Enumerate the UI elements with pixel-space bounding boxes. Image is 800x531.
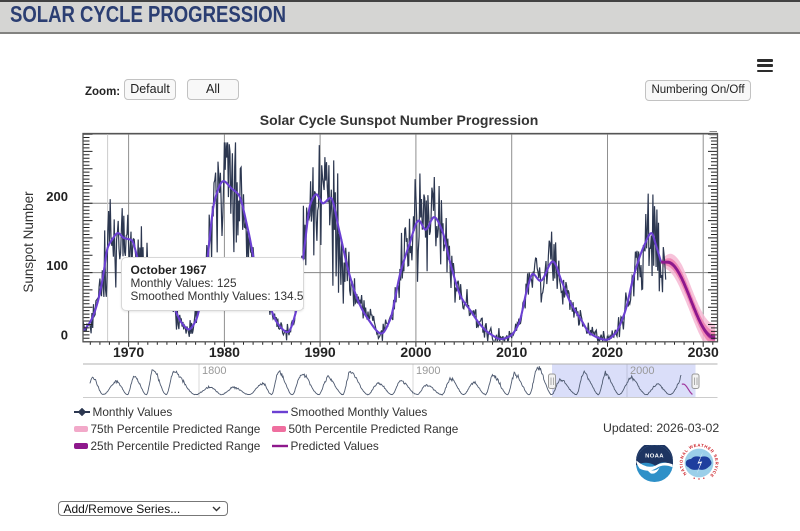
svg-text:2030: 2030 — [688, 344, 719, 360]
svg-text:1970: 1970 — [113, 344, 144, 360]
svg-text:200: 200 — [46, 189, 68, 204]
svg-text:2010: 2010 — [496, 344, 527, 360]
svg-text:0: 0 — [61, 327, 68, 342]
svg-text:Sunspot Number: Sunspot Number — [21, 191, 36, 293]
svg-text:NOAA: NOAA — [645, 454, 664, 460]
svg-text:1900: 1900 — [416, 365, 440, 377]
svg-text:2000: 2000 — [400, 344, 431, 360]
svg-text:100: 100 — [46, 258, 68, 273]
svg-text:2020: 2020 — [592, 344, 623, 360]
svg-text:1980: 1980 — [209, 344, 240, 360]
svg-text:2000: 2000 — [630, 365, 654, 377]
svg-text:1990: 1990 — [305, 344, 336, 360]
svg-text:1800: 1800 — [202, 365, 226, 377]
